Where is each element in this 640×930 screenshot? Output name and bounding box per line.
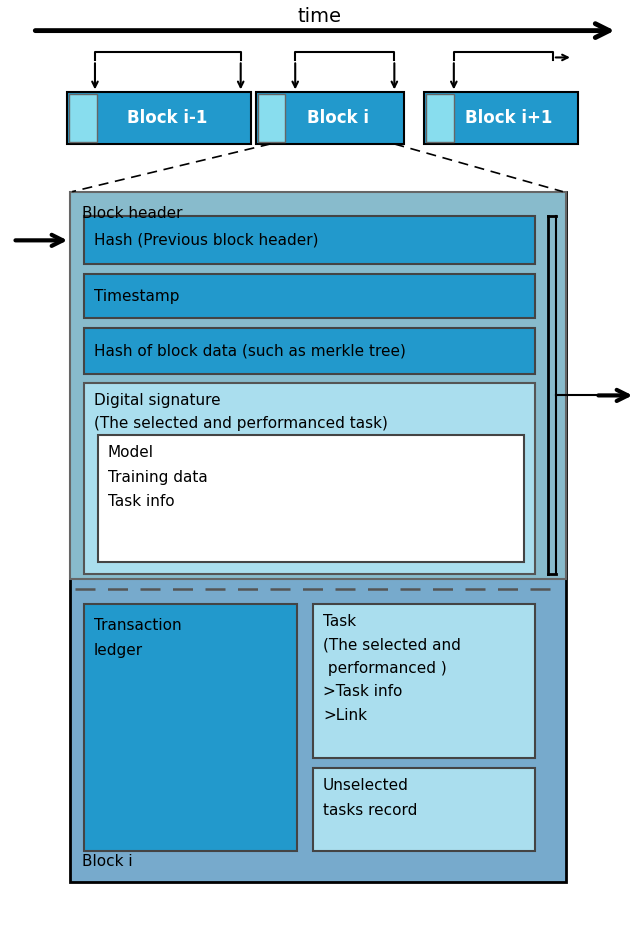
Bar <box>84 383 535 575</box>
Text: Digital signature: Digital signature <box>94 393 221 408</box>
Bar <box>84 327 535 374</box>
Bar <box>313 604 535 758</box>
Bar <box>426 94 454 142</box>
Text: Block i: Block i <box>82 854 132 869</box>
Text: Block i-1: Block i-1 <box>127 109 207 127</box>
Text: (The selected and performanced task): (The selected and performanced task) <box>94 417 388 432</box>
Text: time: time <box>298 7 342 26</box>
Bar <box>70 192 566 579</box>
Bar <box>69 94 97 142</box>
Bar <box>67 92 251 144</box>
Bar <box>98 435 524 563</box>
Bar <box>70 192 566 883</box>
Bar <box>84 217 535 264</box>
Text: Block header: Block header <box>82 206 182 220</box>
Text: Transaction
ledger: Transaction ledger <box>94 618 182 658</box>
Text: Unselected
tasks record: Unselected tasks record <box>323 778 417 817</box>
Text: Block i: Block i <box>307 109 369 127</box>
Text: Hash of block data (such as merkle tree): Hash of block data (such as merkle tree) <box>94 343 406 358</box>
Text: Hash (Previous block header): Hash (Previous block header) <box>94 232 319 248</box>
Text: Timestamp: Timestamp <box>94 288 179 303</box>
Bar <box>424 92 578 144</box>
Text: Task
(The selected and
 performanced )
>Task info
>Link: Task (The selected and performanced ) >T… <box>323 614 461 723</box>
Bar <box>255 92 404 144</box>
Text: Model
Training data
Task info: Model Training data Task info <box>108 445 207 510</box>
Text: Block i+1: Block i+1 <box>465 109 552 127</box>
Bar <box>257 94 285 142</box>
Bar <box>313 768 535 851</box>
Bar <box>84 604 297 851</box>
Bar <box>84 274 535 318</box>
